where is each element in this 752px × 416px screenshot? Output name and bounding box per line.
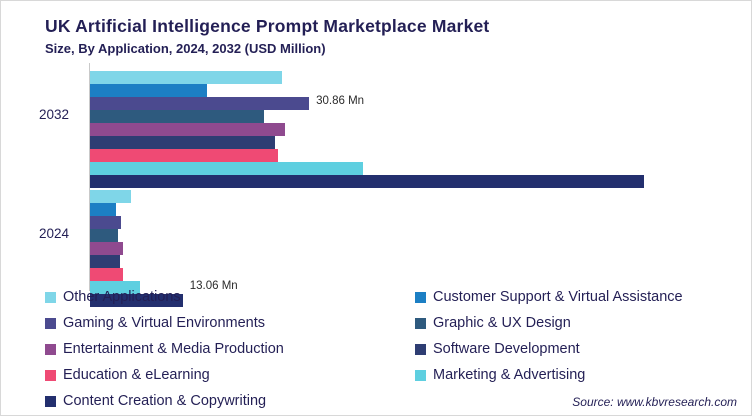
legend-label: Gaming & Virtual Environments bbox=[63, 315, 266, 331]
y-axis-line bbox=[89, 63, 90, 291]
bar-2032-0 bbox=[90, 71, 282, 84]
bar-2024-7 bbox=[90, 281, 140, 294]
bar-annotation-2024: 13.06 Mn bbox=[189, 280, 238, 292]
bar-2032-4 bbox=[90, 123, 286, 136]
chart-legend: Other Applications Customer Support & Vi… bbox=[1, 289, 752, 409]
bar-2024-8 bbox=[90, 294, 183, 307]
legend-item-marketing-advertising[interactable]: Marketing & Advertising bbox=[415, 367, 585, 383]
bar-2032-1 bbox=[90, 84, 208, 97]
legend-item-other-applications[interactable]: Other Applications bbox=[45, 289, 181, 305]
bar-2024-4 bbox=[90, 242, 123, 255]
legend-label: Graphic & UX Design bbox=[433, 315, 571, 331]
chart-title: UK Artificial Intelligence Prompt Market… bbox=[45, 16, 490, 36]
legend-item-education-elearning[interactable]: Education & eLearning bbox=[45, 367, 210, 383]
legend-item-customer-support-virtual-assistance[interactable]: Customer Support & Virtual Assistance bbox=[415, 289, 683, 305]
bar-2024-6 bbox=[90, 268, 123, 281]
legend-swatch-icon bbox=[45, 395, 56, 407]
bar-2024-5 bbox=[90, 255, 120, 268]
legend-label: Content Creation & Copywriting bbox=[63, 393, 267, 409]
bar-2032-3 bbox=[90, 110, 264, 123]
legend-swatch-icon bbox=[415, 317, 426, 329]
legend-swatch-icon bbox=[45, 317, 56, 329]
legend-swatch-icon bbox=[45, 343, 56, 355]
legend-swatch-icon bbox=[415, 291, 426, 303]
legend-label: Entertainment & Media Production bbox=[63, 341, 284, 357]
source-note: Source: www.kbvresearch.com bbox=[572, 395, 737, 409]
bar-2024-3 bbox=[90, 229, 119, 242]
bar-2032-6 bbox=[90, 149, 279, 162]
legend-label: Software Development bbox=[433, 341, 580, 357]
axis-label-2024: 2024 bbox=[39, 226, 70, 241]
legend-item-graphic-ux-design[interactable]: Graphic & UX Design bbox=[415, 315, 571, 331]
plot-area: 2032 2024 30.86 Mn 13.06 Mn bbox=[1, 63, 752, 307]
legend-swatch-icon bbox=[45, 369, 56, 381]
legend-swatch-icon bbox=[415, 369, 426, 381]
legend-item-content-creation-copywriting[interactable]: Content Creation & Copywriting bbox=[45, 393, 266, 409]
bar-2032-7 bbox=[90, 162, 364, 175]
legend-label: Other Applications bbox=[63, 289, 181, 305]
chart-title-block: UK Artificial Intelligence Prompt Market… bbox=[45, 15, 705, 58]
bar-2032-8 bbox=[90, 175, 644, 188]
bar-annotation-2032: 30.86 Mn bbox=[316, 95, 365, 107]
bar-2024-1 bbox=[90, 203, 116, 216]
bar-2024-0 bbox=[90, 190, 132, 203]
legend-label: Education & eLearning bbox=[63, 367, 210, 383]
bar-2032-5 bbox=[90, 136, 275, 149]
legend-item-software-development[interactable]: Software Development bbox=[415, 341, 580, 357]
bar-2024-2 bbox=[90, 216, 122, 229]
legend-swatch-icon bbox=[415, 343, 426, 355]
legend-item-entertainment-media-production[interactable]: Entertainment & Media Production bbox=[45, 341, 284, 357]
chart-subtitle: Size, By Application, 2024, 2032 (USD Mi… bbox=[45, 41, 326, 56]
legend-swatch-icon bbox=[45, 291, 56, 303]
bar-2032-2 bbox=[90, 97, 310, 110]
legend-label: Customer Support & Virtual Assistance bbox=[433, 289, 683, 305]
axis-label-2032: 2032 bbox=[39, 107, 70, 122]
legend-label: Marketing & Advertising bbox=[433, 367, 586, 383]
legend-item-gaming-virtual-environments[interactable]: Gaming & Virtual Environments bbox=[45, 315, 265, 331]
